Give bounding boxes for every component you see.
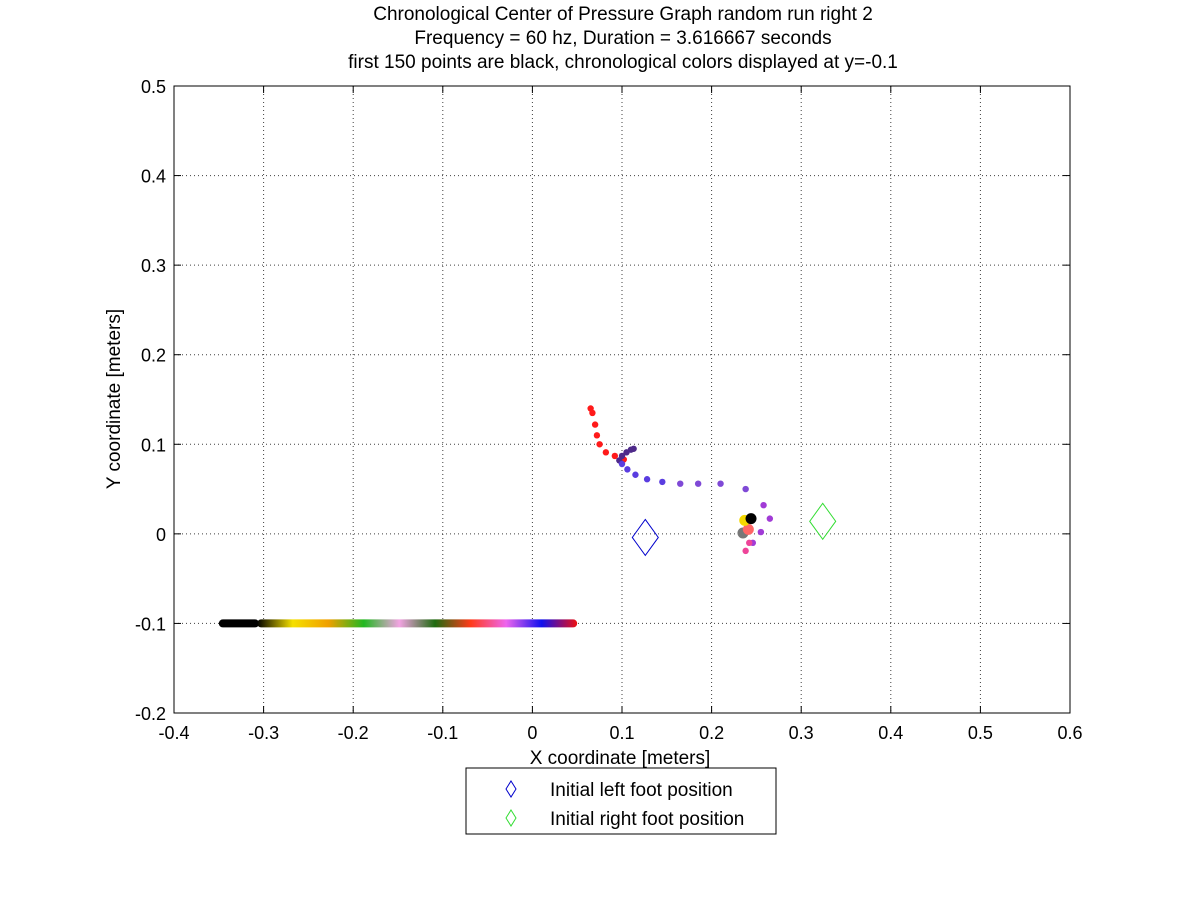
y-axis-label: Y coordinate [meters] (104, 309, 125, 489)
chrono-bar-black-segment (218, 619, 260, 628)
y-tick-label: 0.3 (141, 256, 166, 276)
trajectory-point (760, 501, 767, 509)
x-tick-label: 0.2 (699, 723, 724, 743)
chart-title-line-3: first 150 points are black, chronologica… (348, 52, 898, 73)
trajectory-point (618, 460, 626, 468)
y-tick-label: 0.2 (141, 346, 166, 366)
chart-title-line-2: Frequency = 60 hz, Duration = 3.616667 s… (414, 28, 831, 49)
y-tick-labels: -0.2 -0.1 0 0.1 0.2 0.3 0.4 0.5 (135, 77, 166, 724)
legend-left-foot-label: Initial left foot position (550, 780, 733, 801)
trajectory-point (593, 432, 601, 439)
legend-box (465, 767, 777, 835)
plot-area (173, 85, 1071, 714)
legend-right-foot-label: Initial right foot position (550, 809, 744, 830)
x-tick-label: -0.2 (338, 723, 369, 743)
trajectory-point (677, 480, 684, 487)
legend-right-foot-diamond-icon (505, 809, 517, 827)
y-tick-label: 0.4 (141, 167, 166, 187)
x-tick-label: 0.1 (609, 723, 634, 743)
gridlines (174, 86, 1070, 713)
trajectory-point (742, 523, 754, 535)
x-tick-label: -0.1 (427, 723, 458, 743)
trajectory-point (611, 452, 619, 460)
tick-marks (173, 85, 1071, 714)
x-tick-labels: -0.4 -0.3 -0.2 -0.1 0 0.1 0.2 0.3 0.4 0.5 0.6 (158, 723, 1082, 743)
left-foot-marker (631, 518, 659, 557)
trajectory-point (766, 515, 774, 522)
x-tick-label: -0.4 (158, 723, 189, 743)
trajectory-point (717, 480, 724, 487)
legend: Initial left foot position Initial right… (465, 767, 777, 835)
right-foot-marker (809, 502, 837, 541)
trajectory-point (643, 476, 651, 483)
chronological-color-bar (218, 619, 578, 628)
trajectory-point (746, 539, 753, 547)
trajectory-point (624, 466, 631, 473)
trajectory-point (591, 421, 599, 428)
trajectory-point (623, 449, 630, 456)
trajectory-point (742, 547, 749, 555)
x-tick-label: 0.5 (968, 723, 993, 743)
y-tick-label: -0.1 (135, 614, 166, 634)
cop-trajectory-points (587, 405, 774, 555)
trajectory-point (596, 441, 603, 448)
trajectory-point (745, 513, 757, 525)
x-tick-label: 0 (527, 723, 537, 743)
y-tick-label: 0 (156, 525, 166, 545)
trajectory-point (757, 528, 765, 536)
y-tick-label: 0.5 (141, 77, 166, 97)
legend-left-foot-diamond-icon (505, 780, 517, 798)
x-tick-label: 0.3 (789, 723, 814, 743)
trajectory-point (632, 471, 639, 478)
foot-markers (631, 502, 837, 557)
x-tick-label: 0.6 (1057, 723, 1082, 743)
y-tick-label: 0.1 (141, 435, 166, 455)
trajectory-point (589, 409, 596, 417)
chart-title-line-1: Chronological Center of Pressure Graph r… (373, 4, 873, 25)
y-tick-label: -0.2 (135, 704, 166, 724)
trajectory-point (742, 485, 749, 493)
trajectory-point (694, 480, 702, 487)
x-tick-label: -0.3 (248, 723, 279, 743)
chrono-bar-color-segment (257, 619, 578, 628)
x-tick-label: 0.4 (878, 723, 903, 743)
trajectory-point (659, 478, 666, 486)
trajectory-point (602, 449, 610, 456)
x-axis-label: X coordinate [meters] (530, 748, 711, 769)
